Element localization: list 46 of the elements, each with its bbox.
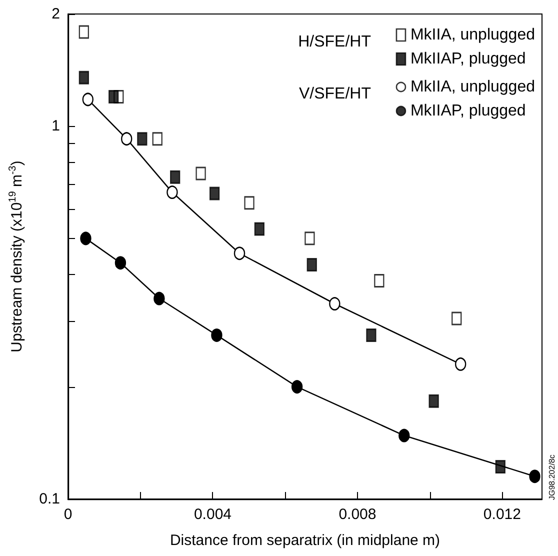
point	[398, 428, 410, 442]
point	[306, 258, 318, 272]
point	[291, 380, 303, 394]
point	[166, 186, 178, 199]
point	[454, 358, 466, 371]
point	[495, 460, 506, 474]
point	[529, 470, 540, 484]
y-tick-label: 2	[52, 6, 60, 22]
point	[78, 25, 90, 39]
point	[152, 132, 163, 146]
x-tick-label: 0.008	[338, 506, 376, 523]
point	[82, 92, 94, 106]
point	[304, 232, 315, 246]
point	[196, 166, 206, 180]
annotation: H/SFE/HT	[298, 34, 372, 50]
legend-label: MkIIAP, plugged	[410, 50, 526, 68]
x-axis-title: Distance from separatrix (in midplane m)	[170, 532, 440, 549]
x-tick-label: 0.004	[194, 506, 232, 523]
point	[137, 132, 148, 146]
point	[120, 132, 132, 146]
point	[78, 70, 90, 84]
x-tick-label: 0.012	[483, 506, 521, 523]
point	[451, 312, 462, 326]
point	[108, 90, 119, 104]
y-axis-title: Upstream density (x1019 m-3)	[8, 160, 26, 352]
y-tick-label: 1	[52, 118, 60, 135]
point	[170, 170, 180, 184]
legend-label: MkIIA, unplugged	[410, 26, 536, 44]
annotation: V/SFE/HT	[298, 86, 372, 102]
point	[428, 394, 439, 408]
point	[114, 256, 126, 270]
point	[154, 292, 165, 306]
y-tick-label: 0.1	[39, 490, 60, 508]
point	[374, 274, 384, 288]
point	[366, 328, 376, 342]
point	[329, 297, 340, 310]
point	[209, 186, 220, 200]
point	[254, 222, 265, 236]
x-tick-label: 0	[64, 506, 72, 523]
legend-label: MkIIA, unplugged	[410, 78, 536, 96]
point	[234, 246, 246, 260]
text: JG98.202/8c	[548, 454, 556, 500]
point	[211, 328, 222, 342]
legend-label: MkIIAP, plugged	[410, 102, 526, 120]
point	[244, 196, 254, 210]
point	[80, 232, 92, 246]
